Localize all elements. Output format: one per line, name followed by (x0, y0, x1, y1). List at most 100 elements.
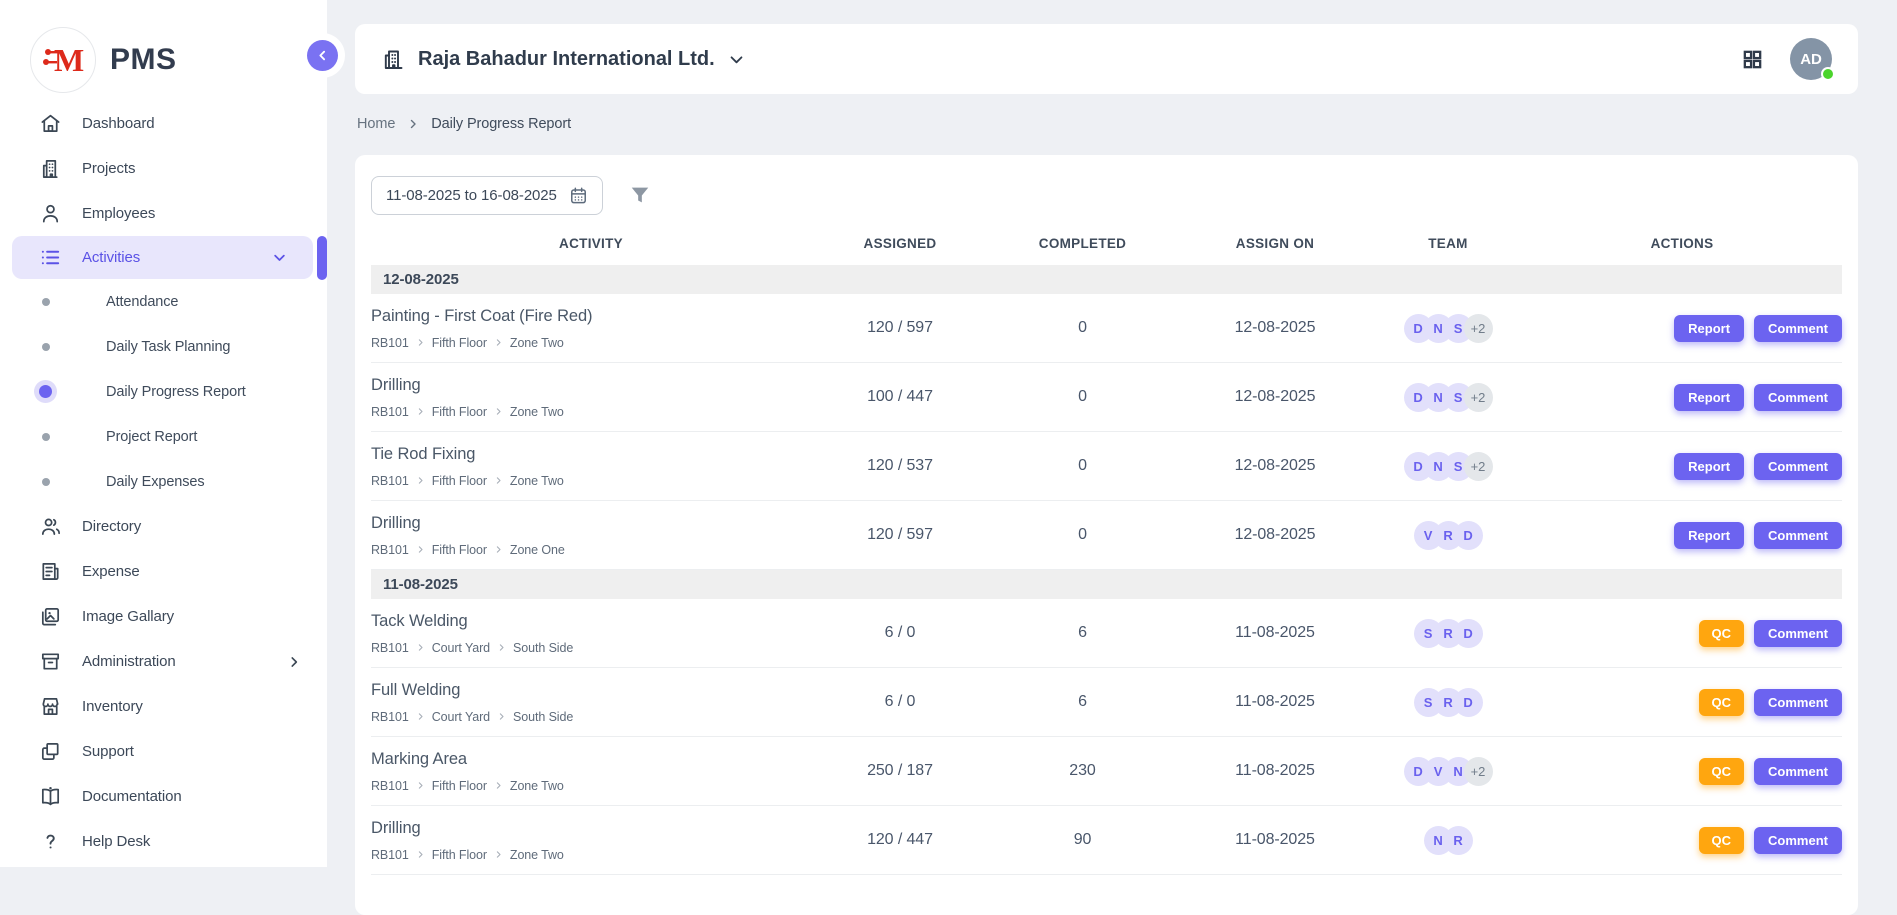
building-icon (38, 157, 62, 181)
qc-button[interactable]: QC (1699, 689, 1745, 716)
comment-button[interactable]: Comment (1754, 522, 1842, 549)
sidebar-item-label: Inventory (82, 698, 143, 715)
sidebar-item-support[interactable]: Support (0, 729, 327, 774)
person-icon (38, 202, 62, 226)
sidebar-subitem-daily-expenses[interactable]: Daily Expenses (0, 459, 327, 504)
qc-button[interactable]: QC (1699, 758, 1745, 785)
row-actions: Report Comment (1522, 315, 1842, 342)
sidebar-item-activities[interactable]: Activities (12, 236, 313, 279)
column-header-activity: ACTIVITY (371, 236, 811, 251)
path-segment: Zone Two (510, 336, 564, 350)
path-segment: RB101 (371, 710, 409, 724)
path-segment: Fifth Floor (432, 779, 487, 793)
activity-location-path: RB101Fifth FloorZone One (371, 543, 803, 557)
report-button[interactable]: Report (1674, 315, 1744, 342)
chevron-right-icon (416, 781, 425, 790)
sidebar-item-expense[interactable]: Expense (0, 549, 327, 594)
chevron-down-icon (272, 250, 287, 265)
receipt-icon (38, 560, 62, 584)
chevron-right-icon (494, 545, 503, 554)
activity-title: Marking Area (371, 750, 803, 769)
sidebar-subitem-daily-progress-report[interactable]: Daily Progress Report (0, 369, 327, 414)
calendar-icon (569, 186, 588, 205)
team-member-avatar[interactable]: D (1454, 619, 1483, 648)
sidebar-item-help-desk[interactable]: Help Desk (0, 819, 327, 864)
team-more-count[interactable]: +2 (1464, 452, 1493, 481)
team-avatars: DNS+2 (1374, 314, 1522, 343)
table-row: Full WeldingRB101Court YardSouth Side6 /… (371, 668, 1842, 737)
bullet-dot-icon (39, 385, 52, 398)
chevron-right-icon (416, 476, 425, 485)
user-avatar[interactable]: AD (1790, 38, 1832, 80)
path-segment: RB101 (371, 474, 409, 488)
report-button[interactable]: Report (1674, 384, 1744, 411)
comment-button[interactable]: Comment (1754, 827, 1842, 854)
team-avatars: DVN+2 (1374, 757, 1522, 786)
column-header-actions: ACTIONS (1522, 236, 1842, 251)
group-date-band: 11-08-2025 (371, 570, 1842, 599)
sidebar-item-label: Directory (82, 518, 141, 535)
company-name: Raja Bahadur International Ltd. (418, 48, 715, 71)
bullet-dot-icon (42, 343, 50, 351)
logo-m-icon: M (41, 38, 85, 82)
path-segment: Fifth Floor (432, 336, 487, 350)
team-more-count[interactable]: +2 (1464, 757, 1493, 786)
team-member-avatar[interactable]: R (1444, 826, 1473, 855)
team-member-avatar[interactable]: D (1454, 688, 1483, 717)
column-header-assigned: ASSIGNED (811, 236, 989, 251)
sidebar-subitem-daily-task-planning[interactable]: Daily Task Planning (0, 324, 327, 369)
activity-location-path: RB101 Fifth Floor Zone Two (371, 336, 803, 350)
comment-button[interactable]: Comment (1754, 689, 1842, 716)
svg-text:M: M (54, 42, 84, 78)
comment-button[interactable]: Comment (1754, 315, 1842, 342)
qc-button[interactable]: QC (1699, 620, 1745, 647)
table-row: Tie Rod FixingRB101Fifth FloorZone Two12… (371, 432, 1842, 501)
sidebar-collapse-button[interactable] (307, 40, 338, 71)
filter-funnel-icon[interactable] (629, 184, 651, 206)
report-button[interactable]: Report (1674, 453, 1744, 480)
comment-button[interactable]: Comment (1754, 758, 1842, 785)
table-row: Painting - First Coat (Fire Red)RB101Fif… (371, 294, 1842, 363)
help-icon (38, 830, 62, 854)
company-selector[interactable]: Raja Bahadur International Ltd. (381, 47, 745, 71)
image-icon (38, 605, 62, 629)
sidebar-item-documentation[interactable]: Documentation (0, 774, 327, 819)
comment-button[interactable]: Comment (1754, 453, 1842, 480)
team-more-count[interactable]: +2 (1464, 314, 1493, 343)
chevron-right-icon (416, 407, 425, 416)
apps-grid-icon[interactable] (1741, 48, 1764, 71)
sidebar-item-label: Image Gallary (82, 608, 174, 625)
team-more-count[interactable]: +2 (1464, 383, 1493, 412)
sidebar-item-inventory[interactable]: Inventory (0, 684, 327, 729)
breadcrumb-home-link[interactable]: Home (357, 116, 395, 132)
report-button[interactable]: Report (1674, 522, 1744, 549)
sidebar-subitem-label: Project Report (106, 429, 197, 445)
comment-button[interactable]: Comment (1754, 620, 1842, 647)
qc-button[interactable]: QC (1699, 827, 1745, 854)
company-building-icon (381, 47, 405, 71)
activity-location-path: RB101Fifth FloorZone Two (371, 474, 803, 488)
sidebar-item-label: Projects (82, 160, 135, 177)
sidebar-item-directory[interactable]: Directory (0, 504, 327, 549)
comment-button[interactable]: Comment (1754, 384, 1842, 411)
assign-on-value: 11-08-2025 (1176, 693, 1374, 711)
chevron-down-icon (728, 51, 745, 68)
table-row: Marking AreaRB101Fifth FloorZone Two250 … (371, 737, 1842, 806)
table-row: DrillingRB101Fifth FloorZone One120 / 59… (371, 501, 1842, 570)
path-segment: RB101 (371, 779, 409, 793)
sidebar-item-projects[interactable]: Projects (0, 146, 327, 191)
date-range-input[interactable]: 11-08-2025 to 16-08-2025 (371, 176, 603, 215)
team-member-avatar[interactable]: D (1454, 521, 1483, 550)
chevron-right-icon (494, 781, 503, 790)
sidebar-item-image-gallary[interactable]: Image Gallary (0, 594, 327, 639)
sidebar-item-dashboard[interactable]: Dashboard (0, 101, 327, 146)
sidebar-subitem-project-report[interactable]: Project Report (0, 414, 327, 459)
sidebar-item-administration[interactable]: Administration (0, 639, 327, 684)
path-segment: RB101 (371, 336, 409, 350)
assigned-value: 120 / 537 (811, 457, 989, 475)
sidebar-subitem-attendance[interactable]: Attendance (0, 279, 327, 324)
path-segment: Fifth Floor (432, 474, 487, 488)
sidebar-item-employees[interactable]: Employees (0, 191, 327, 236)
chevron-right-icon (407, 118, 419, 130)
sidebar-item-label: Help Desk (82, 833, 150, 850)
